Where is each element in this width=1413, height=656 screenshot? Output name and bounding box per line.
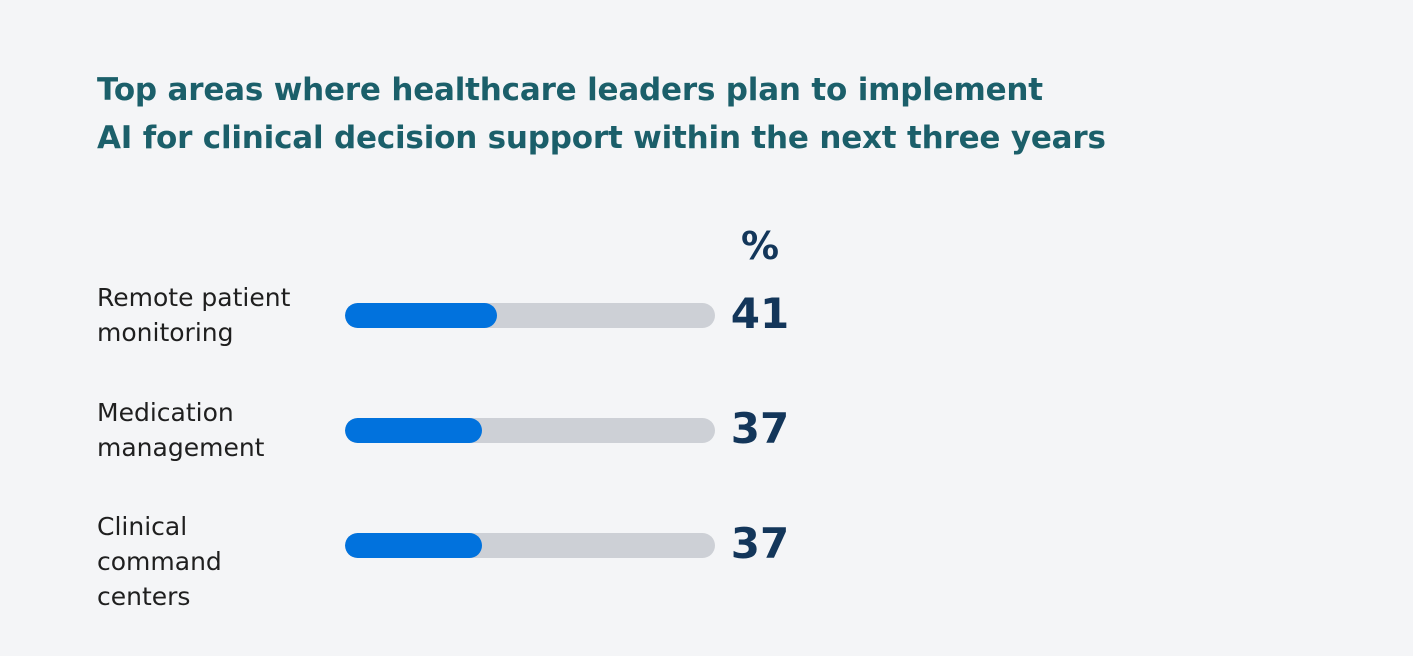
category-label: Remote patient monitoring	[97, 280, 332, 350]
bar-fill	[345, 418, 482, 443]
bar-track	[345, 303, 715, 328]
chart-title-line-1: Top areas where healthcare leaders plan …	[97, 72, 1043, 108]
category-label-line: management	[97, 433, 265, 462]
bar-value-label: 41	[730, 289, 790, 338]
category-label-line: monitoring	[97, 318, 234, 347]
category-label-line: Clinical	[97, 511, 188, 541]
chart-title-line-2: AI for clinical decision support within …	[97, 120, 1106, 156]
category-label-line: Remote patient	[97, 283, 291, 312]
category-label: Medication management	[97, 395, 332, 465]
unit-label: %	[740, 224, 780, 268]
bar-track	[345, 533, 715, 558]
category-label-line: centers	[97, 581, 191, 611]
category-label-line: Medication	[97, 398, 234, 427]
bar-fill	[345, 533, 482, 558]
category-label-line: command	[97, 546, 222, 576]
category-label: Clinical command centers	[97, 509, 332, 614]
bar-fill	[345, 303, 497, 328]
bar-value-label: 37	[730, 404, 790, 453]
bar-track	[345, 418, 715, 443]
bar-value-label: 37	[730, 519, 790, 568]
chart-title: Top areas where healthcare leaders plan …	[97, 66, 1197, 162]
